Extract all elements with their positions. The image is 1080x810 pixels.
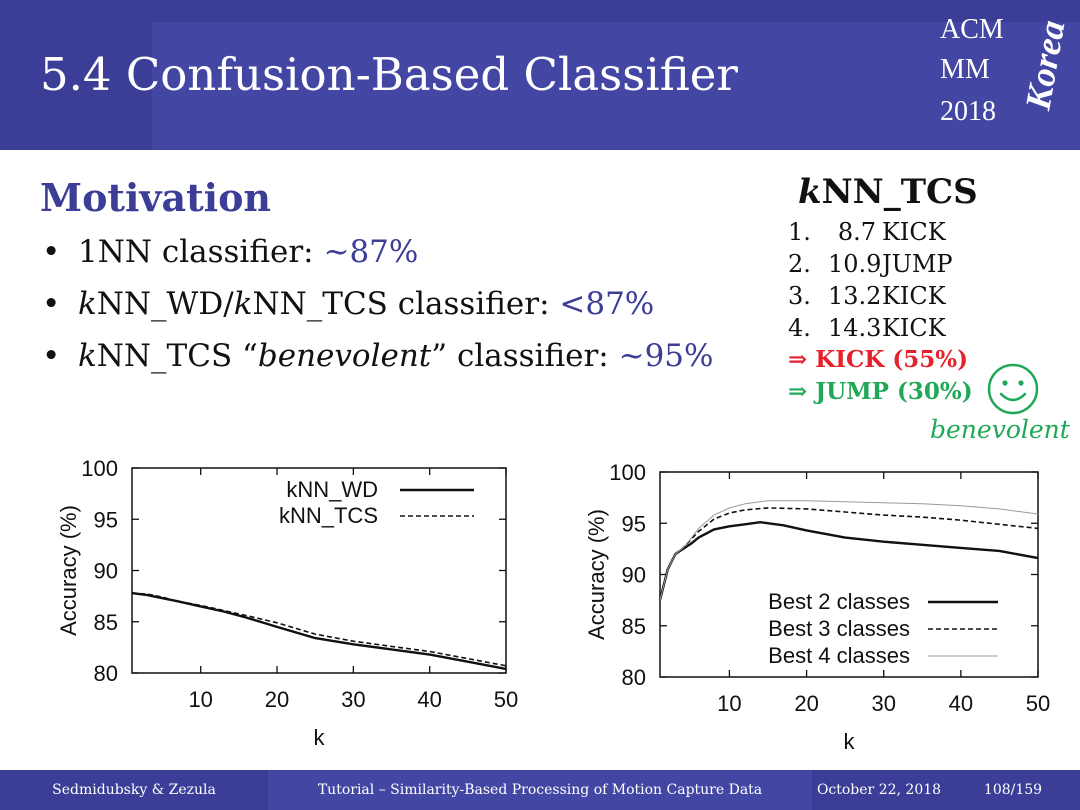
y-tick-label: 90 — [622, 563, 646, 588]
bullet-label: 1NN classifier: — [78, 234, 324, 270]
series-line — [659, 500, 1039, 601]
series-line — [131, 591, 507, 671]
bullet-dot-icon: • — [42, 286, 61, 322]
footer-page: 108/159 — [983, 782, 1043, 798]
y-tick-label: 100 — [81, 456, 118, 481]
x-axis-label: k — [844, 729, 856, 754]
logo-mm: MM — [940, 54, 990, 85]
header-panel — [152, 22, 1080, 150]
bullet-k2: k — [233, 286, 253, 322]
legend-label: kNN_WD — [286, 477, 378, 502]
logo-korea-script: Korea — [1017, 17, 1073, 113]
y-tick-label: 100 — [609, 460, 646, 485]
knn-tcs-title: kNN_TCS — [798, 172, 978, 212]
bullet-dot-icon: • — [42, 338, 61, 374]
y-tick-label: 90 — [94, 559, 118, 584]
bullet-label2: ” classifier: — [431, 338, 619, 374]
y-axis-label: Accuracy (%) — [56, 505, 81, 636]
smiley-icon — [987, 363, 1039, 415]
x-tick-label: 10 — [188, 687, 212, 712]
series-line — [131, 592, 507, 667]
knn-tcs-title-k: k — [798, 172, 822, 212]
acm-mm-2018-logo: ACM MM 2018 Korea — [934, 14, 1074, 134]
y-tick-label: 85 — [622, 614, 646, 639]
ranking-item: 3. 13.2KICK — [788, 282, 946, 310]
footer-authors: Sedmidubsky & Zezula — [52, 782, 216, 798]
y-tick-label: 95 — [622, 511, 646, 536]
y-tick-label: 95 — [94, 507, 118, 532]
chart-best-classes: 80 85 90 95 100 10 20 30 40 50 k Accuracy (%) Best 2… — [584, 460, 1050, 754]
bullet-label: NN_WD/ — [96, 286, 234, 322]
bullet-value: ~87% — [323, 234, 419, 270]
bullet-k: k — [78, 338, 97, 374]
x-tick-label: 50 — [494, 687, 518, 712]
x-tick-label: 20 — [265, 687, 289, 712]
bullet-dot-icon: • — [42, 234, 61, 270]
ranking-label: KICK — [882, 282, 946, 310]
ranking-dist: 14.3 — [828, 314, 882, 342]
bullet-italic: benevolent — [257, 338, 432, 374]
ranking-dist: 8.7 — [837, 218, 876, 246]
legend-label: kNN_TCS — [279, 503, 378, 528]
footer-tutorial: Tutorial – Similarity-Based Processing o… — [268, 770, 812, 810]
bullet-value: ~95% — [618, 338, 714, 374]
x-tick-label: 40 — [417, 687, 441, 712]
x-tick-label: 30 — [341, 687, 365, 712]
bullet-k: k — [78, 286, 97, 322]
footer-date: October 22, 2018 — [816, 782, 942, 798]
ranking-num: 1. — [788, 218, 811, 246]
result-kick: ⇒ KICK (55%) — [788, 346, 968, 373]
slide-header: 5.4 Confusion-Based Classifier ACM MM 20… — [0, 0, 1080, 150]
ranking-dist: 10.9 — [828, 250, 882, 278]
legend-label: Best 2 classes — [768, 589, 910, 614]
motivation-heading: Motivation — [40, 175, 272, 220]
x-tick-label: 50 — [1026, 691, 1050, 716]
logo-year: 2018 — [940, 96, 996, 127]
chart-knn-wd-vs-tcs: 80 85 90 95 100 10 20 30 40 50 k Accuracy (%) kNN_WD… — [56, 456, 518, 750]
ranking-num: 2. — [788, 250, 811, 278]
logo-acm: ACM — [940, 14, 1004, 45]
slide-title: 5.4 Confusion-Based Classifier — [40, 48, 738, 101]
knn-tcs-title-rest: NN_TCS — [821, 172, 978, 212]
ranking-dist: 13.2 — [828, 282, 882, 310]
ranking-item: 2. 10.9JUMP — [788, 250, 953, 278]
ranking-label: KICK — [882, 314, 946, 342]
ranking-num: 3. — [788, 282, 811, 310]
legend-label: Best 4 classes — [768, 643, 910, 668]
legend-label: Best 3 classes — [768, 616, 910, 641]
ranking-num: 4. — [788, 314, 811, 342]
y-axis-label: Accuracy (%) — [584, 509, 609, 640]
x-tick-label: 40 — [949, 691, 973, 716]
series-line — [659, 507, 1039, 601]
ranking-label: JUMP — [882, 250, 953, 278]
bullet-label: NN_TCS “ — [96, 338, 258, 374]
slide-footer: Sedmidubsky & Zezula Tutorial – Similari… — [0, 770, 1080, 810]
bullet-value: <87% — [559, 286, 655, 322]
bullet-knn-wd-tcs: • kNN_WD/kNN_TCS classifier: <87% — [42, 286, 654, 322]
x-tick-label: 20 — [794, 691, 818, 716]
ranking-item: 1. 8.7 KICK — [788, 218, 946, 246]
bullet-knn-tcs-benevolent: • kNN_TCS “benevolent” classifier: ~95% — [42, 338, 714, 374]
bullet-label2: NN_TCS classifier: — [252, 286, 560, 322]
x-tick-label: 30 — [871, 691, 895, 716]
ranking-item: 4. 14.3KICK — [788, 314, 946, 342]
y-tick-label: 80 — [94, 661, 118, 686]
x-axis-label: k — [314, 725, 326, 750]
result-jump: ⇒ JUMP (30%) — [788, 378, 973, 405]
ranking-label: KICK — [882, 218, 946, 246]
y-tick-label: 85 — [94, 610, 118, 635]
bullet-1nn: • 1NN classifier: ~87% — [42, 234, 418, 270]
benevolent-label: benevolent — [930, 415, 1070, 444]
x-tick-label: 10 — [717, 691, 741, 716]
y-tick-label: 80 — [622, 665, 646, 690]
